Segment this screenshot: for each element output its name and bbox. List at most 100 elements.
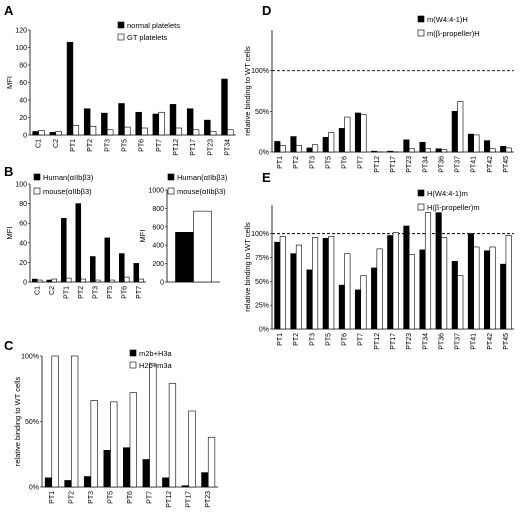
y-tick-label: 20 — [19, 260, 27, 267]
bar-black — [44, 477, 53, 488]
y-tick-label: 25% — [255, 303, 269, 310]
x-category-label: PT41 — [471, 156, 478, 173]
bar-white — [192, 129, 200, 136]
x-category-label: PT2 — [293, 156, 300, 169]
bar-white — [124, 126, 131, 136]
y-axis-title: relative binding to WT cells — [243, 46, 252, 136]
x-category-label: PT3 — [309, 156, 316, 169]
x-category-label: PT1 — [277, 333, 284, 346]
bar-black — [32, 131, 39, 136]
panel-letter: D — [262, 3, 271, 18]
bar-black — [175, 232, 194, 283]
x-category-label: PT36 — [438, 156, 445, 173]
legend-label: normal platelets — [127, 21, 180, 30]
bar-black — [61, 218, 67, 283]
y-axis-title: relative binding to WT cells — [243, 222, 252, 312]
y-tick-label: 1000 — [148, 188, 164, 195]
bar-black — [162, 477, 170, 488]
legend-swatch — [33, 187, 41, 195]
bar-black — [371, 267, 378, 330]
panel-letter: B — [4, 164, 13, 179]
bar-white — [457, 101, 464, 153]
bar-white — [168, 383, 177, 488]
y-tick-label: 80 — [19, 63, 27, 70]
legend-swatch — [117, 33, 125, 41]
x-category-label: C2 — [53, 139, 60, 148]
chart-b2: 0 200 400 600 800 1000 MFI Human(αIIbβ3) mouse(α… — [138, 173, 228, 287]
x-category-label: PT7 — [358, 333, 365, 346]
bar-white — [55, 131, 62, 136]
bar-white — [80, 278, 86, 283]
bar-black — [306, 147, 313, 153]
bar-white — [279, 236, 286, 330]
y-tick-label: 100% — [21, 354, 39, 361]
bar-black — [484, 250, 491, 330]
x-category-label: PT5 — [325, 333, 332, 346]
x-category-label: PT36 — [438, 333, 445, 350]
bar-black — [338, 284, 345, 330]
bar-white — [424, 148, 432, 153]
bar-black — [186, 108, 194, 136]
bar-black — [387, 150, 394, 153]
bar-white — [344, 116, 351, 153]
x-category-label: PT2 — [293, 333, 300, 346]
x-category-label: PT17 — [190, 139, 197, 156]
bar-black — [387, 235, 394, 330]
bar-black — [451, 260, 458, 330]
bar-black — [101, 112, 108, 136]
bar-black — [419, 141, 426, 153]
x-category-label: PT3 — [309, 333, 316, 346]
bar-black — [32, 278, 38, 283]
x-category-label: PT23 — [205, 491, 212, 508]
bar-black — [46, 279, 53, 283]
bar-black — [354, 289, 362, 330]
bar-black — [467, 233, 474, 330]
bar-black — [419, 249, 426, 330]
y-tick-label: 0 — [23, 280, 27, 287]
bar-black — [204, 119, 211, 136]
bar-black — [152, 113, 160, 136]
bar-white — [489, 246, 496, 330]
bar-black — [354, 112, 362, 153]
bar-black — [484, 140, 491, 153]
bar-white — [441, 149, 448, 153]
x-category-label: PT42 — [487, 156, 494, 173]
bar-white — [408, 254, 415, 330]
bar-black — [135, 111, 142, 136]
chart-e: E 0% 25% 50% 75% 100%relative binding to WT c… — [243, 170, 514, 350]
bar-white — [312, 237, 319, 330]
bar-white — [473, 246, 480, 330]
bar-white — [65, 277, 72, 283]
x-category-label: PT7 — [156, 139, 163, 152]
x-category-label: PT45 — [503, 156, 510, 173]
x-category-label: PT2 — [87, 139, 94, 152]
x-category-label: PT42 — [487, 333, 494, 350]
y-tick-label: 50% — [25, 419, 39, 426]
bar-white — [71, 355, 79, 488]
x-category-label: PT17 — [390, 156, 397, 173]
bar-white — [424, 212, 432, 330]
bar-black — [123, 447, 131, 488]
bar-white — [138, 278, 144, 283]
bar-black — [290, 136, 297, 153]
legend-swatch — [129, 361, 137, 369]
legend-label: mouse(αIIbβ3) — [177, 187, 226, 196]
y-tick-label: 100 — [15, 45, 27, 52]
bar-white — [489, 148, 496, 153]
legend-label: H(β-propeller)m — [427, 203, 480, 212]
bar-white — [207, 436, 216, 488]
bar-black — [435, 212, 442, 330]
y-tick-label: 800 — [152, 206, 164, 213]
legend-label: mouse(αIIbβ3) — [43, 187, 92, 196]
bar-black — [104, 237, 111, 283]
x-category-label: PT5 — [107, 286, 114, 299]
x-category-label: PT12 — [374, 333, 381, 350]
x-category-label: PT12 — [374, 156, 381, 173]
bar-white — [51, 355, 59, 488]
bar-white — [441, 237, 448, 330]
bar-black — [169, 104, 177, 136]
x-category-label: PT5 — [121, 139, 128, 152]
bar-white — [109, 279, 115, 283]
x-category-label: PT17 — [186, 491, 193, 508]
